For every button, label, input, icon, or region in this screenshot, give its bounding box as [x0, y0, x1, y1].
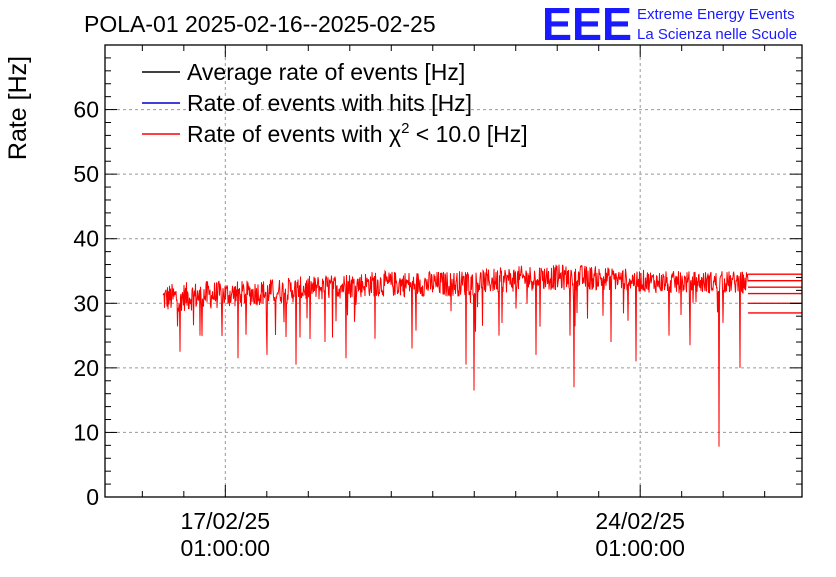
plot-area	[162, 264, 802, 447]
y-tick-label: 40	[73, 226, 99, 252]
legend-label: Average rate of events [Hz]	[187, 59, 465, 85]
series-line-chi2	[162, 264, 749, 447]
plot-frame	[104, 44, 803, 498]
eee-logo: EEE Extreme Energy Events La Scienza nel…	[542, 0, 797, 50]
legend-label: Rate of events with hits [Hz]	[187, 90, 472, 116]
legend: Average rate of events [Hz] Rate of event…	[142, 59, 528, 147]
y-axis-label: Rate [Hz]	[4, 56, 32, 160]
legend-label: Rate of events with χ2 < 10.0 [Hz]	[187, 120, 528, 147]
logo-line2: La Scienza nelle Scuole	[637, 26, 797, 43]
y-axis: 0 10 20 30 40 50 60	[73, 44, 802, 510]
y-tick-label: 50	[73, 161, 99, 187]
x-tick-label-time: 01:00:00	[595, 535, 685, 561]
x-tick-label-date: 24/02/25	[595, 508, 685, 534]
chart-title: POLA-01 2025-02-16--2025-02-25	[84, 11, 436, 37]
logo-line1: Extreme Energy Events	[637, 6, 795, 23]
y-tick-label: 0	[86, 484, 99, 510]
y-tick-label: 30	[73, 290, 99, 316]
y-tick-label: 20	[73, 355, 99, 381]
eee-logo-letters: EEE	[542, 0, 632, 50]
y-tick-label: 60	[73, 97, 99, 123]
grid-lines	[105, 45, 802, 497]
x-tick-label-time: 01:00:00	[181, 535, 271, 561]
x-tick-label-date: 17/02/25	[181, 508, 271, 534]
y-tick-label: 10	[73, 419, 99, 445]
axes-frame	[104, 44, 803, 498]
